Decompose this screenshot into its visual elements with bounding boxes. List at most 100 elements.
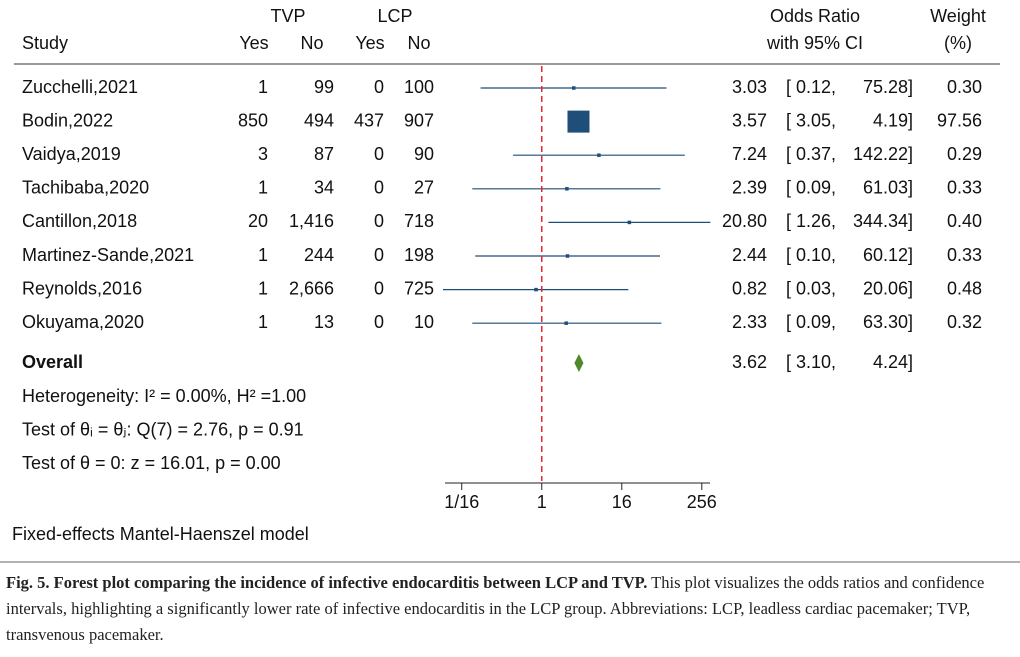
count: 87 xyxy=(314,144,334,164)
overall-label: Overall xyxy=(22,352,83,372)
ci-high: 4.24] xyxy=(873,352,913,372)
count: 0 xyxy=(374,245,384,265)
ci-high: 63.30] xyxy=(863,312,913,332)
ci-high: 20.06] xyxy=(863,278,913,298)
count: 100 xyxy=(404,77,434,97)
count: 99 xyxy=(314,77,334,97)
caption: Fig. 5. Forest plot comparing the incide… xyxy=(6,570,1014,648)
count: 244 xyxy=(304,245,334,265)
study-name: Cantillon,2018 xyxy=(22,211,137,231)
count: 27 xyxy=(414,178,434,198)
study-name: Okuyama,2020 xyxy=(22,312,144,332)
count: 10 xyxy=(414,312,434,332)
count: 0 xyxy=(374,178,384,198)
odds-ratio: 7.24 xyxy=(732,144,767,164)
weight-box xyxy=(567,110,590,133)
study-name: Tachibaba,2020 xyxy=(22,178,149,198)
count: 0 xyxy=(374,211,384,231)
caption-label: Fig. 5. xyxy=(6,573,50,592)
count: 1 xyxy=(258,245,268,265)
count: 0 xyxy=(374,312,384,332)
count: 34 xyxy=(314,178,334,198)
ci-high: 61.03] xyxy=(863,178,913,198)
odds-ratio: 3.57 xyxy=(732,110,767,130)
count: 0 xyxy=(374,144,384,164)
column-header: Study xyxy=(22,33,68,53)
count: 850 xyxy=(238,110,268,130)
x-tick-label: 256 xyxy=(687,492,717,512)
study-name: Reynolds,2016 xyxy=(22,278,142,298)
ci-high: 142.22] xyxy=(853,144,913,164)
odds-ratio: 2.39 xyxy=(732,178,767,198)
count: 3 xyxy=(258,144,268,164)
caption-text: This plot visualizes the odds ratios and… xyxy=(6,573,985,644)
count: 907 xyxy=(404,110,434,130)
column-header: No xyxy=(300,33,323,53)
weight-box xyxy=(572,86,576,90)
study-name: Vaidya,2019 xyxy=(22,144,121,164)
weight-box xyxy=(597,153,601,157)
ci-low: [ 3.10, xyxy=(786,352,836,372)
stat-note: Test of θᵢ = θⱼ: Q(7) = 2.76, p = 0.91 xyxy=(22,419,304,439)
weight-box xyxy=(564,321,568,325)
count: 1 xyxy=(258,312,268,332)
weight: 0.30 xyxy=(947,77,982,97)
study-name: Martinez-Sande,2021 xyxy=(22,245,194,265)
ci-low: [ 0.09, xyxy=(786,178,836,198)
column-header: No xyxy=(407,33,430,53)
count: 494 xyxy=(304,110,334,130)
group-header: LCP xyxy=(377,6,412,26)
ci-low: [ 0.10, xyxy=(786,245,836,265)
weight: 0.29 xyxy=(947,144,982,164)
study-name: Bodin,2022 xyxy=(22,110,113,130)
weight: 97.56 xyxy=(937,110,982,130)
column-header: Yes xyxy=(355,33,384,53)
odds-ratio: 3.62 xyxy=(732,352,767,372)
ci-high: 344.34] xyxy=(853,211,913,231)
ci-low: [ 0.03, xyxy=(786,278,836,298)
caption-title: Forest plot comparing the incidence of i… xyxy=(53,573,648,592)
count: 20 xyxy=(248,211,268,231)
odds-ratio: 0.82 xyxy=(732,278,767,298)
column-header: Yes xyxy=(239,33,268,53)
count: 198 xyxy=(404,245,434,265)
column-header: Weight xyxy=(930,6,986,26)
weight: 0.33 xyxy=(947,245,982,265)
count: 718 xyxy=(404,211,434,231)
weight-box xyxy=(565,254,570,258)
weight-box xyxy=(534,287,538,292)
column-header: (%) xyxy=(944,33,972,53)
chart: TVP LCP Odds Ratio Weight Study Yes No Yes No wit… xyxy=(0,6,1020,563)
group-header: TVP xyxy=(270,6,305,26)
count: 1 xyxy=(258,77,268,97)
weight-box xyxy=(627,220,632,225)
count: 1,416 xyxy=(289,211,334,231)
ci-high: 4.19] xyxy=(873,110,913,130)
count: 0 xyxy=(374,77,384,97)
odds-ratio: 2.44 xyxy=(732,245,767,265)
ci-low: [ 0.09, xyxy=(786,312,836,332)
study-name: Zucchelli,2021 xyxy=(22,77,138,97)
weight: 0.48 xyxy=(947,278,982,298)
ci-low: [ 3.05, xyxy=(786,110,836,130)
x-tick-label: 16 xyxy=(612,492,632,512)
model-note: Fixed-effects Mantel-Haenszel model xyxy=(12,524,309,544)
count: 725 xyxy=(404,278,434,298)
weight: 0.33 xyxy=(947,178,982,198)
x-tick-label: 1/16 xyxy=(444,492,479,512)
ci-low: [ 0.37, xyxy=(786,144,836,164)
count: 437 xyxy=(354,110,384,130)
weight-box xyxy=(565,187,569,191)
odds-ratio: 20.80 xyxy=(722,211,767,231)
odds-ratio: 2.33 xyxy=(732,312,767,332)
ci-high: 75.28] xyxy=(863,77,913,97)
ci-low: [ 0.12, xyxy=(786,77,836,97)
weight: 0.40 xyxy=(947,211,982,231)
column-header: with 95% CI xyxy=(766,33,863,53)
count: 1 xyxy=(258,178,268,198)
column-header: Odds Ratio xyxy=(770,6,860,26)
x-tick-label: 1 xyxy=(537,492,547,512)
stat-note: Test of θ = 0: z = 16.01, p = 0.00 xyxy=(22,453,281,473)
count: 1 xyxy=(258,278,268,298)
